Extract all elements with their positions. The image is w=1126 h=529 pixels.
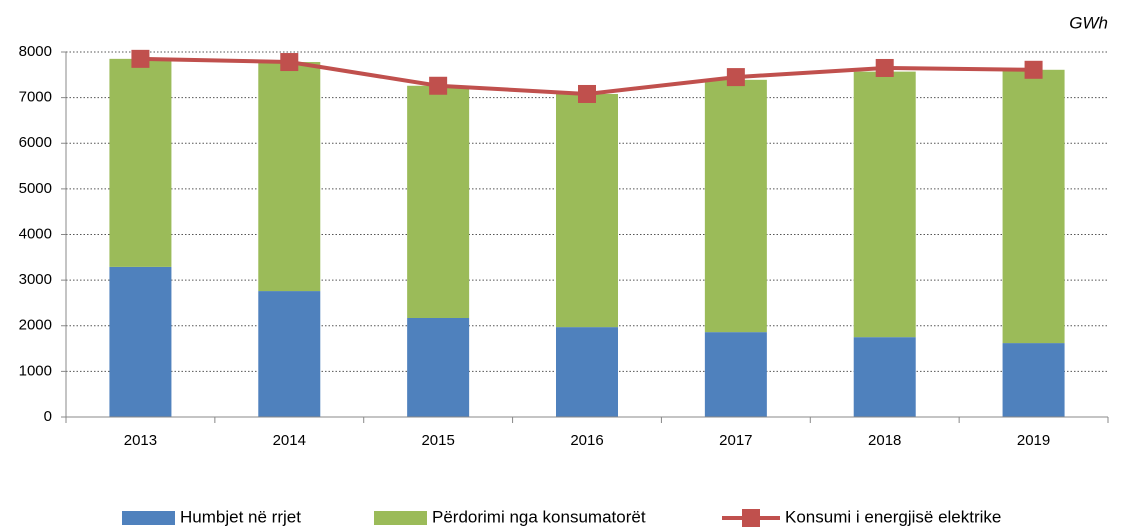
- x-tick-label: 2016: [570, 432, 603, 449]
- bar: [109, 58, 172, 267]
- bar: [1002, 343, 1065, 417]
- bar: [853, 71, 916, 338]
- marker: [1024, 60, 1043, 79]
- y-tick-label: 5000: [19, 180, 52, 197]
- bar: [556, 327, 618, 417]
- legend-swatch: [122, 511, 175, 525]
- marker: [726, 68, 745, 87]
- marker: [131, 49, 150, 68]
- y-tick-label: 4000: [19, 225, 52, 242]
- y-tick-label: 2000: [19, 317, 52, 334]
- x-tick-label: 2018: [868, 432, 901, 449]
- bar: [1002, 69, 1065, 344]
- legend-swatch: [374, 511, 427, 525]
- y-tick-label: 8000: [19, 43, 52, 60]
- bar: [109, 266, 172, 417]
- x-tick-label: 2014: [273, 432, 306, 449]
- legend-marker: [742, 509, 760, 527]
- x-tick-label: 2017: [719, 432, 752, 449]
- bar: [556, 93, 618, 328]
- marker: [875, 58, 894, 77]
- marker: [280, 53, 299, 72]
- unit-label: GWh: [1069, 13, 1108, 32]
- bar: [704, 79, 767, 333]
- x-tick-label: 2015: [421, 432, 454, 449]
- bar: [704, 332, 767, 417]
- bar: [258, 62, 321, 292]
- x-tick-label: 2013: [124, 432, 157, 449]
- y-tick-label: 1000: [19, 362, 52, 379]
- bar: [407, 317, 470, 417]
- legend-label: Konsumi i energjisë elektrike: [785, 507, 1001, 526]
- x-tick-label: 2019: [1017, 432, 1050, 449]
- bar: [853, 337, 916, 417]
- y-tick-label: 6000: [19, 134, 52, 151]
- legend-label: Përdorimi nga konsumatorët: [432, 507, 646, 526]
- y-tick-label: 0: [44, 408, 52, 425]
- marker: [578, 84, 596, 103]
- y-tick-label: 3000: [19, 271, 52, 288]
- bar: [407, 85, 470, 318]
- marker: [429, 76, 448, 95]
- y-tick-label: 7000: [19, 89, 52, 106]
- bar: [258, 291, 321, 417]
- legend-label: Humbjet në rrjet: [180, 507, 301, 526]
